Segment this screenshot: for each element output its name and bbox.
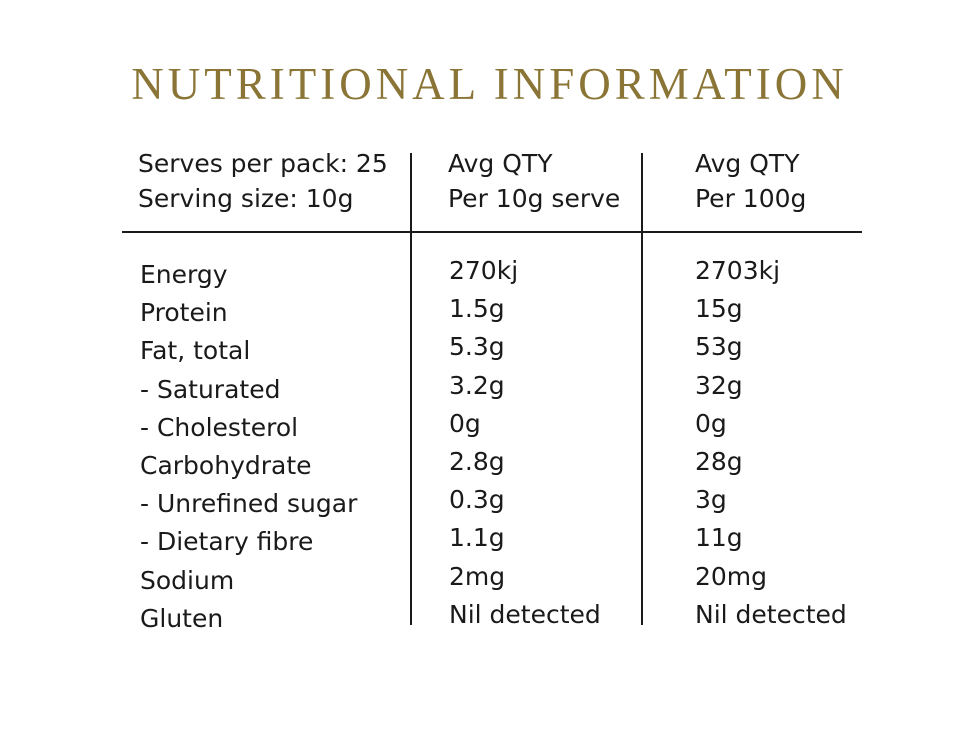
per-serve-value: Nil detected bbox=[449, 600, 601, 629]
serves-per-pack: Serves per pack: 25 bbox=[138, 149, 388, 178]
per-100g-value: 2703kj bbox=[695, 256, 781, 285]
per-100g-value: 11g bbox=[695, 523, 743, 552]
col-header-per-100g: Per 100g bbox=[695, 184, 807, 213]
nutrient-label: Gluten bbox=[140, 604, 224, 633]
page-title: NUTRITIONAL INFORMATION bbox=[131, 59, 848, 109]
nutrient-label: Protein bbox=[140, 298, 228, 327]
per-serve-value: 0.3g bbox=[449, 485, 505, 514]
per-serve-value: 3.2g bbox=[449, 371, 505, 400]
column-divider-2 bbox=[641, 153, 643, 625]
per-serve-value: 1.1g bbox=[449, 523, 505, 552]
column-divider-1 bbox=[410, 153, 412, 625]
per-100g-value: 15g bbox=[695, 294, 743, 323]
per-serve-value: 5.3g bbox=[449, 332, 505, 361]
per-serve-value: 270kj bbox=[449, 256, 519, 285]
per-100g-value: 20mg bbox=[695, 562, 768, 591]
per-serve-value: 0g bbox=[449, 409, 481, 438]
serving-size: Serving size: 10g bbox=[138, 184, 354, 213]
col-header-avg-qty-100g: Avg QTY bbox=[695, 149, 800, 178]
nutrient-label: Carbohydrate bbox=[140, 451, 312, 480]
nutrient-label: Fat, total bbox=[140, 336, 251, 365]
nutrient-label: - Unrefined sugar bbox=[140, 489, 358, 518]
nutrient-label: Energy bbox=[140, 260, 228, 289]
nutrient-label: - Cholesterol bbox=[140, 413, 299, 442]
per-100g-value: 53g bbox=[695, 332, 743, 361]
per-serve-value: 2mg bbox=[449, 562, 506, 591]
per-100g-value: 32g bbox=[695, 371, 743, 400]
per-100g-value: Nil detected bbox=[695, 600, 847, 629]
col-header-avg-qty-serve: Avg QTY bbox=[448, 149, 553, 178]
per-serve-value: 2.8g bbox=[449, 447, 505, 476]
per-serve-value: 1.5g bbox=[449, 294, 505, 323]
header-divider bbox=[122, 231, 862, 233]
per-100g-value: 0g bbox=[695, 409, 727, 438]
nutrient-label: - Saturated bbox=[140, 375, 281, 404]
col-header-per-serve: Per 10g serve bbox=[448, 184, 621, 213]
nutrient-label: - Dietary fibre bbox=[140, 527, 314, 556]
per-100g-value: 3g bbox=[695, 485, 727, 514]
per-100g-value: 28g bbox=[695, 447, 743, 476]
nutrient-label: Sodium bbox=[140, 566, 235, 595]
